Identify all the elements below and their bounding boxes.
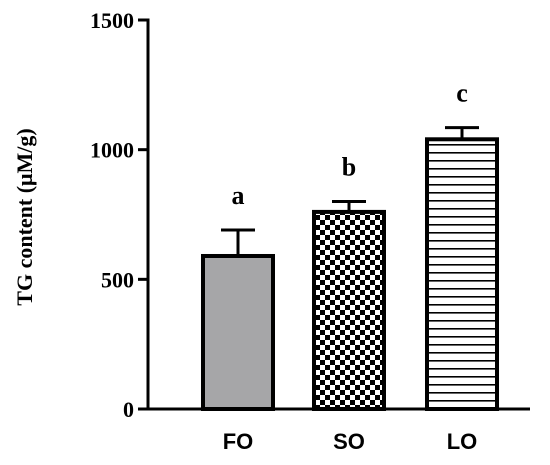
significance-label-fo: a (232, 181, 245, 210)
y-tick-label-500: 500 (101, 267, 134, 292)
bar-fo (201, 253, 275, 411)
y-tick-label-0: 0 (123, 397, 134, 422)
significance-label-so: b (342, 153, 356, 182)
x-tick-label-fo: FO (223, 429, 254, 454)
y-tick-label-1500: 1500 (90, 8, 134, 33)
y-axis-label: TG content (μM/g) (12, 128, 37, 305)
x-tick-label-so: SO (333, 429, 365, 454)
y-tick-label-1000: 1000 (90, 138, 134, 163)
plot-area: a FO b SO c LO 0 500 1000 1500 (90, 8, 530, 454)
bar-lo (425, 137, 499, 411)
x-tick-label-lo: LO (447, 429, 478, 454)
bar-so (312, 209, 386, 411)
significance-label-lo: c (456, 79, 468, 108)
